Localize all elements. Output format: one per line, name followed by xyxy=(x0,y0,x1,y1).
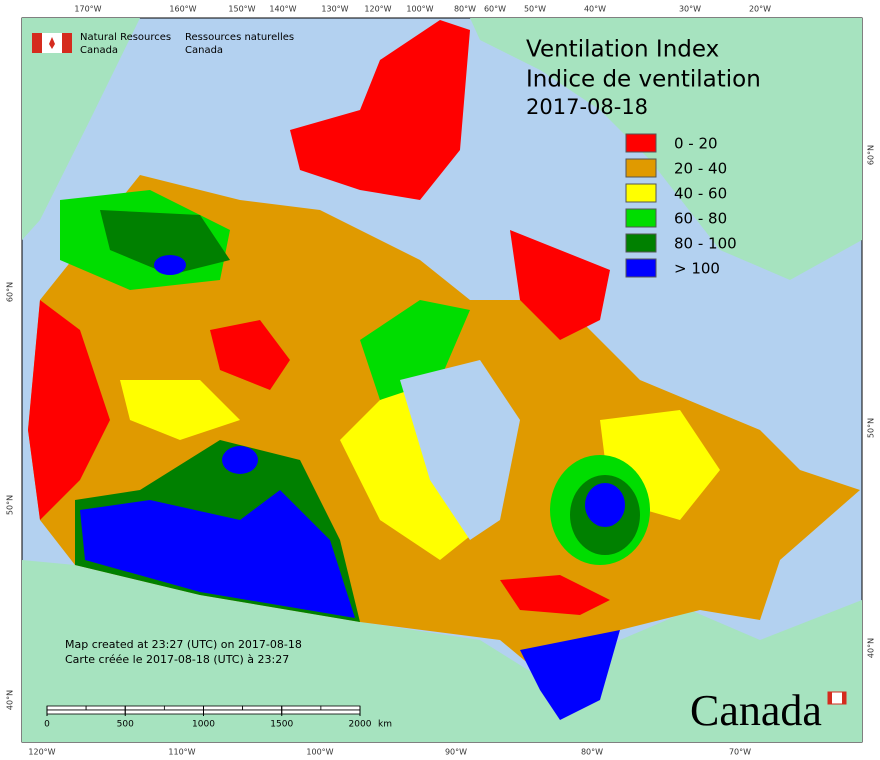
flag-bar xyxy=(32,33,42,53)
legend-swatch xyxy=(625,133,657,153)
graticule-labels: 170°W 160°W 150°W 140°W 130°W 120°W 100°W 80°W 6… xyxy=(6,5,876,757)
top-graticule-label: 20°W xyxy=(749,5,771,14)
top-graticule-label: 80°W xyxy=(454,5,476,14)
blue-yukon xyxy=(154,255,186,275)
right-graticule-label: 40°N xyxy=(867,638,876,658)
scale-bar: 0 500 1000 1500 2000 km xyxy=(44,705,392,730)
wordmark: Canada xyxy=(690,686,847,735)
alaska xyxy=(22,18,140,240)
legend-swatch xyxy=(625,233,657,253)
basemap xyxy=(22,18,862,742)
scale-label: 1000 xyxy=(192,720,215,730)
legend-label: 40 - 60 xyxy=(674,185,727,203)
flag-leaf xyxy=(49,37,55,49)
top-graticule-label: 30°W xyxy=(679,5,701,14)
left-graticule-label: 40°N xyxy=(6,690,15,710)
scale-segment xyxy=(281,705,322,711)
top-graticule-label: 140°W xyxy=(269,5,296,14)
bottom-graticule-label: 70°W xyxy=(729,748,751,757)
title-block: Ventilation Index Indice de ventilation … xyxy=(526,37,761,120)
bottom-graticule-label: 110°W xyxy=(168,748,195,757)
legend-label: 60 - 80 xyxy=(674,210,727,228)
red-interior xyxy=(210,320,290,390)
footer-text: Map created at 23:27 (UTC) on 2017-08-18 xyxy=(65,638,302,651)
left-graticule-label: 60°N xyxy=(6,282,15,302)
scale-segment xyxy=(203,709,283,715)
scale-segment xyxy=(85,705,126,711)
canada-wordmark: Canada xyxy=(690,686,822,735)
scale-label: 1500 xyxy=(270,720,293,730)
logo-text: Canada xyxy=(185,45,223,56)
top-graticule-label: 160°W xyxy=(169,5,196,14)
bottom-graticule-label: 100°W xyxy=(306,748,333,757)
legend-label: 80 - 100 xyxy=(674,235,737,253)
logo-text: Natural Resources xyxy=(80,32,171,43)
legend-label: > 100 xyxy=(674,260,720,278)
flag-bar xyxy=(842,692,846,704)
top-graticule-label: 130°W xyxy=(321,5,348,14)
darkgreen-yukon xyxy=(100,210,230,275)
logo-text: Canada xyxy=(80,45,118,56)
scale-segment xyxy=(46,705,87,711)
baffin-south xyxy=(510,230,610,340)
top-graticule-label: 40°W xyxy=(584,5,606,14)
blue-alberta xyxy=(222,446,258,474)
legend: 0 - 20 20 - 40 40 - 60 60 - 80 80 - 100 > 100 xyxy=(625,133,737,278)
scale-segment xyxy=(124,705,165,711)
legend-swatch xyxy=(625,183,657,203)
top-graticule-label: 170°W xyxy=(74,5,101,14)
date: 2017-08-18 xyxy=(526,95,648,119)
arctic-islands xyxy=(290,20,470,200)
legend-swatch xyxy=(625,258,657,278)
scale-segment xyxy=(281,709,361,715)
legend-label: 20 - 40 xyxy=(674,160,727,178)
blue-prairie xyxy=(80,490,355,618)
top-graticule-label: 50°W xyxy=(524,5,546,14)
right-graticule-label: 50°N xyxy=(867,418,876,438)
scale-segment xyxy=(203,705,244,711)
hudson-bay xyxy=(400,360,520,540)
left-graticule-label: 50°N xyxy=(6,495,15,515)
bottom-graticule-label: 120°W xyxy=(28,748,55,757)
scale-label: 2000 xyxy=(349,720,372,730)
blue-ontario xyxy=(520,630,620,720)
legend-swatch xyxy=(625,208,657,228)
bc-coast xyxy=(28,300,110,520)
flag-bar xyxy=(828,692,832,704)
scale-segment xyxy=(320,705,361,711)
top-graticule-label: 120°W xyxy=(364,5,391,14)
green-hudson xyxy=(360,300,470,400)
bottom-graticule-label: 90°W xyxy=(445,748,467,757)
right-graticule-label: 60°N xyxy=(867,145,876,165)
legend-swatch xyxy=(625,158,657,178)
bottom-graticule-label: 80°W xyxy=(581,748,603,757)
title-en: Ventilation Index xyxy=(526,37,719,63)
scale-segment xyxy=(163,705,204,711)
red-ontario xyxy=(500,575,610,615)
scale-segment xyxy=(124,709,204,715)
scale-unit: km xyxy=(378,720,392,730)
logo-text: Ressources naturelles xyxy=(185,32,294,43)
top-graticule-label: 150°W xyxy=(228,5,255,14)
top-graticule-label: 60°W xyxy=(484,5,506,14)
scale-label: 500 xyxy=(117,720,134,730)
footer-text: Carte créée le 2017-08-18 (UTC) à 23:27 xyxy=(65,653,289,666)
footer: Map created at 23:27 (UTC) on 2017-08-18… xyxy=(65,638,302,666)
yellow-north xyxy=(120,380,240,440)
usa xyxy=(22,560,862,742)
logo: Natural Resources Canada Ressources natu… xyxy=(32,32,294,56)
flag-bar xyxy=(62,33,72,53)
scale-segment xyxy=(46,709,126,715)
top-graticule-label: 100°W xyxy=(406,5,433,14)
greenland xyxy=(470,18,862,280)
scale-segment xyxy=(242,705,283,711)
blue-quebec xyxy=(585,483,625,527)
title-fr: Indice de ventilation xyxy=(526,67,761,93)
scale-label: 0 xyxy=(44,720,50,730)
legend-label: 0 - 20 xyxy=(674,135,718,153)
